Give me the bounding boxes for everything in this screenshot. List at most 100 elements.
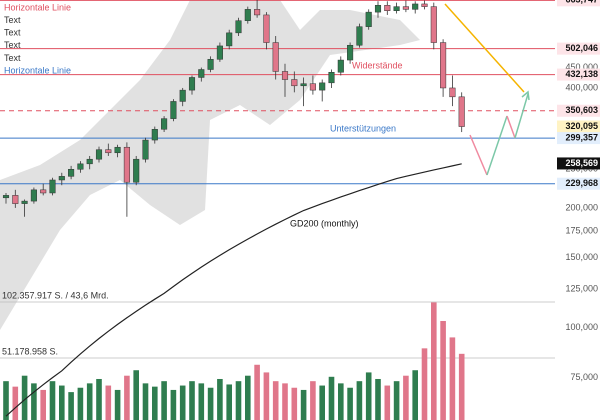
side-label: Text [4, 40, 21, 50]
volume-bar [142, 383, 149, 420]
candle-body [77, 163, 84, 170]
volume-bar [207, 387, 214, 420]
y-tick-label: 100,000 [565, 322, 598, 332]
volume-bar [421, 348, 428, 420]
annotation: Unterstützungen [330, 123, 396, 133]
volume-bar [114, 389, 121, 420]
candle-body [421, 3, 428, 7]
volume-bar [179, 385, 186, 420]
candle-body [235, 20, 242, 34]
volume-bar [310, 381, 316, 420]
candle-body [170, 101, 177, 119]
candle-body [30, 189, 37, 202]
volume-layer [0, 301, 555, 420]
band [0, 0, 420, 330]
volume-bar [254, 364, 260, 420]
candle-body [244, 9, 251, 21]
volume-bar [356, 381, 363, 420]
candle-body [226, 32, 233, 47]
volume-bar [440, 320, 446, 420]
overlay-layer: 75,000 100,000 125,000 150,000 175,000 200,00… [2, 0, 600, 382]
projection-down [469, 134, 488, 176]
volume-bar [338, 383, 344, 420]
gd200-label: GD200 (monthly) [290, 218, 359, 228]
volume-bar [124, 375, 130, 420]
candle-body [328, 72, 335, 84]
price-label-box [557, 157, 600, 170]
volume-bar [105, 385, 112, 420]
volume-bar [226, 384, 232, 420]
y-tick-label: 125,000 [565, 284, 598, 294]
candle-body [95, 149, 103, 160]
y-tick-label: 200,000 [565, 202, 598, 212]
projection [444, 3, 530, 176]
volume-bar [365, 372, 372, 420]
price-label: 663,747 [565, 0, 598, 5]
candle-body [393, 6, 400, 11]
volume-bar [272, 381, 279, 420]
volume-bar [3, 381, 9, 420]
candle-body [402, 6, 409, 10]
volume-bar [49, 381, 56, 420]
volume-bar [328, 376, 335, 420]
price-label-box [557, 68, 600, 81]
price-label-box [557, 132, 600, 145]
volume-bar [77, 387, 84, 420]
candle-body [365, 11, 372, 27]
price-label: 258,569 [565, 158, 598, 168]
price-label-box [557, 0, 600, 7]
projection-up [514, 93, 529, 139]
candle-body [440, 42, 447, 89]
volume-bar [245, 375, 251, 420]
volume-bar [217, 378, 223, 420]
volume-bar [412, 370, 418, 420]
volume-bar [31, 383, 37, 420]
price-label-box [557, 104, 600, 117]
volume-bar [86, 383, 93, 420]
candle-body [68, 169, 75, 177]
volume-bar [68, 392, 74, 420]
volume-bar [403, 375, 409, 420]
volume-bar [40, 389, 46, 420]
price-label: 320,095 [565, 121, 598, 131]
candle-body [133, 158, 140, 183]
side-label: Text [4, 53, 21, 63]
volume-bar [282, 383, 288, 420]
volume-bar [458, 353, 465, 420]
price-label-box [557, 120, 600, 133]
candle-body [2, 195, 10, 199]
candle-body [161, 118, 168, 130]
projection-line [444, 3, 525, 93]
candle-body [384, 5, 391, 11]
volume-bar [133, 370, 139, 420]
price-label: 350,603 [565, 105, 598, 115]
y-tick-label: 450,000 [565, 62, 598, 72]
candle-body [291, 79, 298, 87]
candle-body [412, 3, 419, 10]
candle-body [263, 14, 270, 43]
candle-body [430, 6, 437, 43]
candle-body [114, 146, 121, 154]
candle-body [272, 42, 279, 72]
price-label-box [557, 42, 600, 55]
price-label-box [557, 177, 600, 190]
volume-bar [59, 385, 65, 420]
candle-body [40, 189, 47, 194]
candle-body [374, 5, 382, 13]
y-tick-label: 150,000 [565, 252, 598, 262]
candle-body [49, 179, 56, 194]
volume-bar [375, 378, 381, 420]
candle-body [281, 71, 289, 80]
volume-bar [431, 302, 437, 420]
volume-bar [161, 381, 167, 420]
candle-body [86, 158, 93, 165]
volume-bar [319, 385, 325, 420]
volume-bar [347, 387, 353, 420]
gd200-line [5, 163, 462, 417]
volume-bar [393, 381, 400, 420]
candle-body [12, 195, 19, 204]
projection-up [486, 115, 508, 176]
candle-body [216, 45, 223, 60]
volume-bar [96, 378, 102, 420]
